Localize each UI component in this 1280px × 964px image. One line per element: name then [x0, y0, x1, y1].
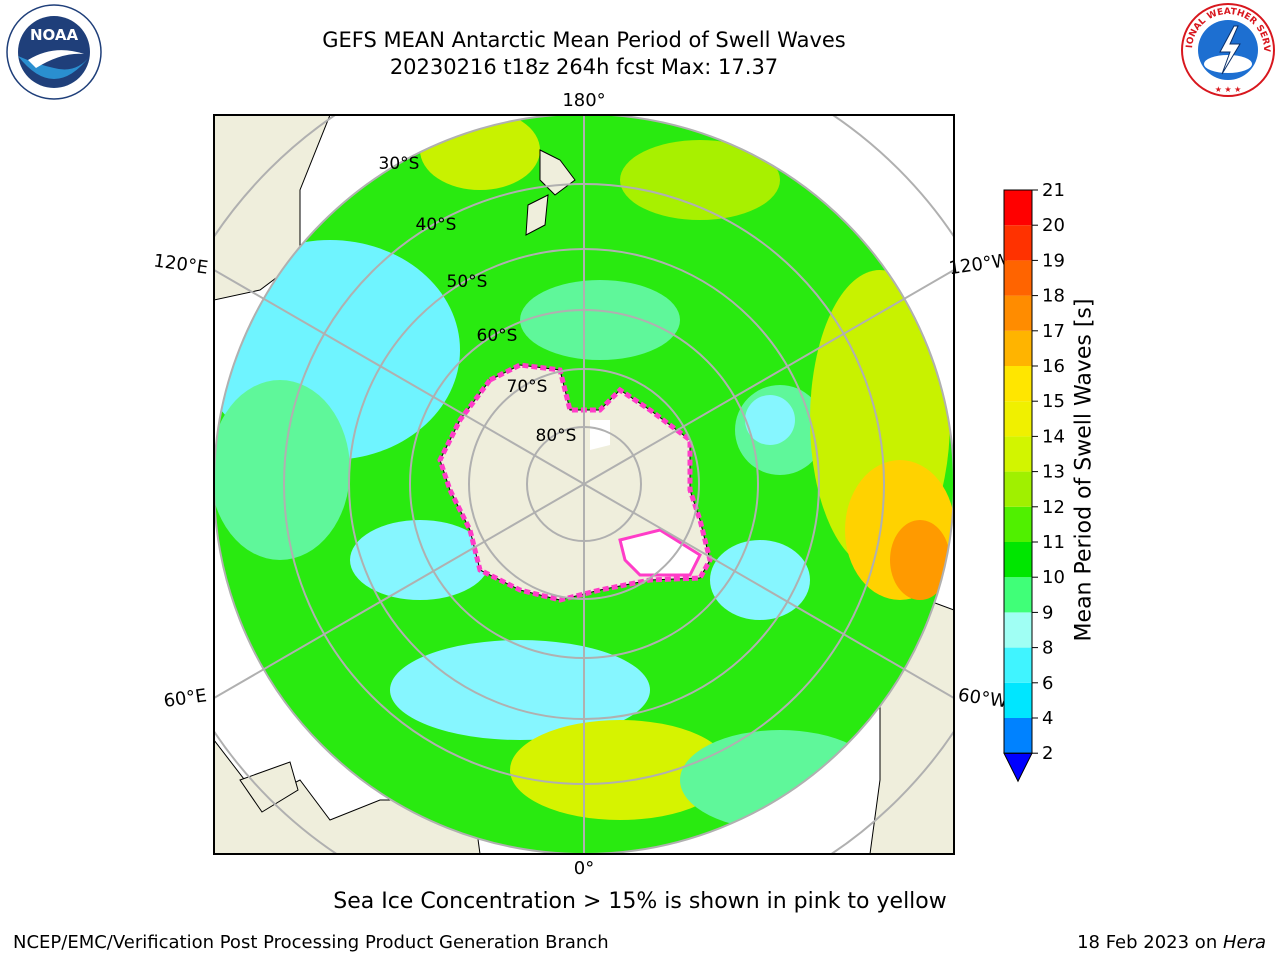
colorbar-tick-label: 2: [1042, 743, 1053, 764]
swell-field: [214, 114, 954, 854]
colorbar-segment: [1004, 260, 1032, 296]
lon-label-top: 180°: [562, 90, 605, 111]
colorbar-tick-label: 11: [1042, 532, 1065, 553]
colorbar-segment: [1004, 295, 1032, 331]
colorbar-tick-label: 20: [1042, 215, 1065, 236]
colorbar-tick-label: 14: [1042, 426, 1065, 447]
svg-text:★ ★ ★: ★ ★ ★: [1215, 85, 1242, 94]
colorbar-segment: [1004, 682, 1032, 718]
colorbar-tick-label: 16: [1042, 356, 1065, 377]
colorbar-tick-label: 15: [1042, 391, 1065, 412]
nws-logo: NATIONAL WEATHER SERVICE ★ ★ ★: [1176, 0, 1276, 98]
colorbar-segment: [1004, 647, 1032, 683]
lon-label-left-lower: 60°E: [162, 685, 208, 712]
colorbar-tick-label: 10: [1042, 567, 1065, 588]
colorbar-under-arrow: [1003, 752, 1033, 783]
footer-left: NCEP/EMC/Verification Post Processing Pr…: [13, 932, 609, 953]
colorbar-tick-label: 17: [1042, 321, 1065, 342]
noaa-logo: NOAA: [6, 4, 102, 100]
colorbar-segment: [1004, 612, 1032, 648]
colorbar-segment: [1004, 401, 1032, 437]
sea-ice-rim: [437, 362, 713, 603]
colorbar-segment: [1004, 225, 1032, 261]
africa-land: [214, 739, 481, 854]
colorbar-segment: [1004, 577, 1032, 613]
colorbar-tick-label: 6: [1042, 673, 1053, 694]
colorbar-tick-label: 12: [1042, 497, 1065, 518]
footer-date: 18 Feb 2023 on: [1077, 932, 1223, 953]
colorbar-segment: [1004, 542, 1032, 578]
lat-label-50: 50°S: [447, 272, 488, 292]
colorbar: 2 4 6 8 9 10 11 12 13 14 15 16 17 18 19 20 21: [990, 180, 1150, 800]
south-america-land: [789, 544, 954, 854]
colorbar-tick-label: 19: [1042, 250, 1065, 271]
colorbar-segment: [1004, 506, 1032, 542]
sea-ice-note: Sea Ice Concentration > 15% is shown in …: [333, 889, 947, 914]
colorbar-segment: [1004, 366, 1032, 402]
colorbar-segment: [1004, 190, 1032, 226]
colorbar-segment: [1004, 471, 1032, 507]
antarctica-land: [439, 364, 711, 601]
lat-label-70: 70°S: [507, 377, 548, 397]
colorbar-svg: 2 4 6 8 9 10 11 12 13 14 15 16 17 18 19 20 21: [1003, 180, 1065, 783]
australia-land: [214, 115, 331, 301]
colorbar-tick-label: 8: [1042, 638, 1053, 659]
colorbar-tick-label: 9: [1042, 602, 1053, 623]
map-subtitle: 20230216 t18z 264h fcst Max: 17.37: [389, 55, 779, 79]
graticule: [214, 115, 954, 854]
colorbar-label: Mean Period of Swell Waves [s]: [1071, 298, 1097, 642]
map-title: GEFS MEAN Antarctic Mean Period of Swell…: [322, 28, 846, 52]
map-frame: [213, 114, 955, 855]
colorbar-tick-label: 18: [1042, 286, 1065, 307]
svg-text:NOAA: NOAA: [30, 26, 79, 44]
lat-label-60: 60°S: [477, 326, 518, 346]
lon-label-bottom: 0°: [574, 858, 594, 879]
colorbar-tick-label: 13: [1042, 462, 1065, 483]
lon-label-left-upper: 120°E: [152, 250, 209, 278]
footer-right: 18 Feb 2023 on Hera: [1077, 932, 1266, 953]
colorbar-segment: [1004, 436, 1032, 472]
colorbar-segment: [1004, 718, 1032, 754]
lat-label-40: 40°S: [416, 215, 457, 235]
lat-label-30: 30°S: [379, 154, 420, 174]
lat-label-80: 80°S: [536, 426, 577, 446]
footer-machine: Hera: [1222, 932, 1266, 953]
madagascar-land: [239, 761, 299, 813]
colorbar-segment: [1004, 330, 1032, 366]
colorbar-tick-label: 4: [1042, 708, 1053, 729]
colorbar-tick-label: 21: [1042, 180, 1065, 201]
